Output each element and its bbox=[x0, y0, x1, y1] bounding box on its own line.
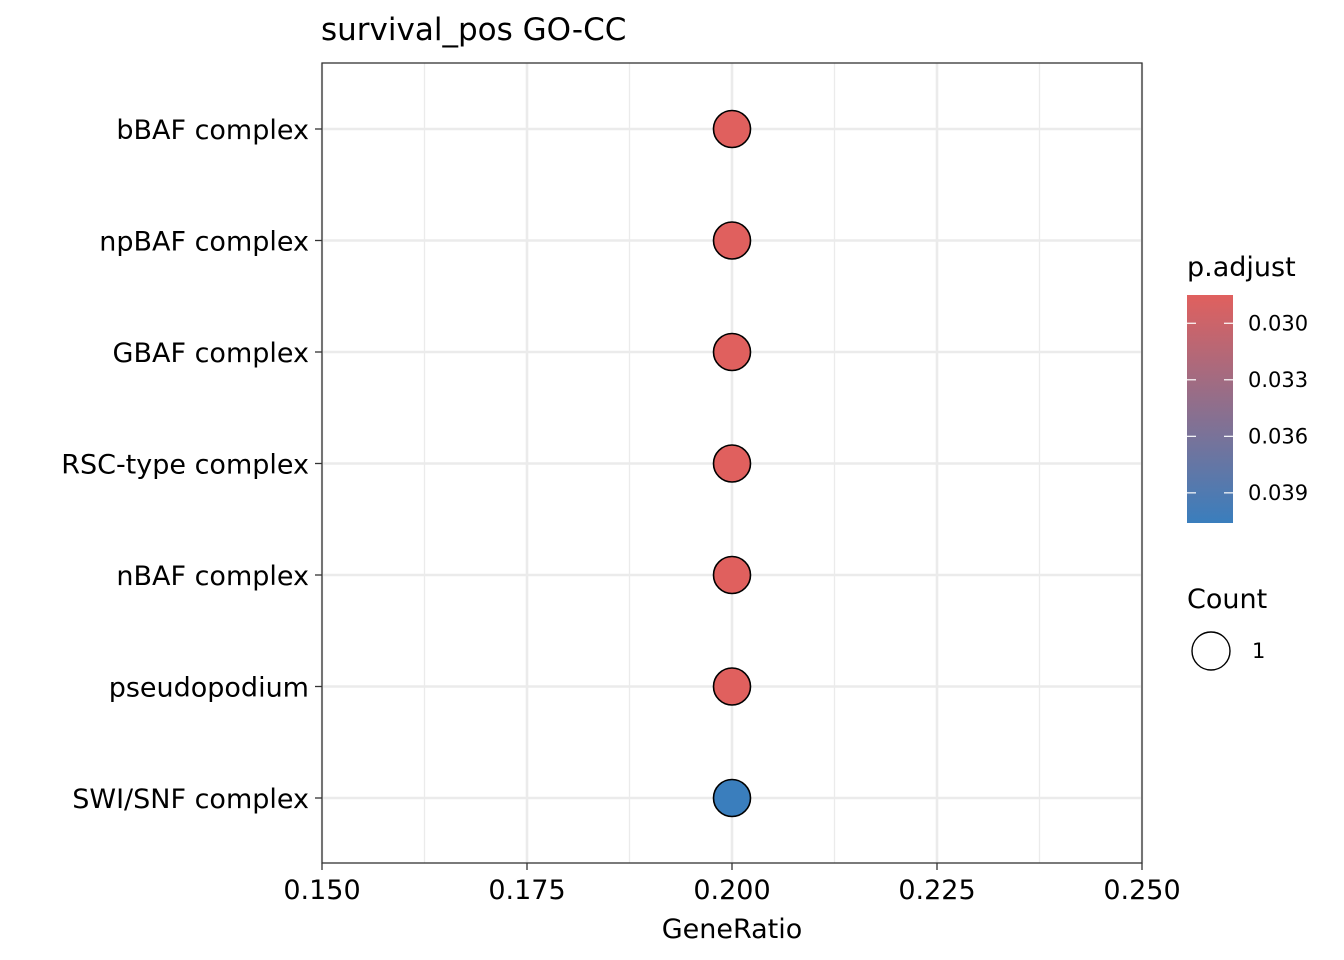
plot-panel bbox=[320, 62, 1144, 864]
data-point bbox=[712, 444, 752, 483]
data-point bbox=[712, 221, 752, 260]
data-point bbox=[712, 109, 752, 149]
x-tick-label: 0.250 bbox=[1103, 875, 1180, 906]
x-tick-label: 0.200 bbox=[693, 875, 770, 906]
x-axis: 0.150 0.175 0.200 0.225 0.250 bbox=[283, 863, 1181, 906]
x-tick-label: 0.175 bbox=[488, 875, 565, 906]
data-point bbox=[712, 667, 752, 706]
x-axis-label: GeneRatio bbox=[662, 914, 803, 945]
y-tick-label: nBAF complex bbox=[116, 561, 309, 592]
data-point bbox=[712, 778, 752, 818]
color-legend-ticks: 0.030 0.033 0.036 0.039 bbox=[1187, 311, 1308, 505]
size-legend: Count 1 bbox=[1187, 584, 1267, 671]
y-tick-label: pseudopodium bbox=[109, 673, 309, 704]
y-tick-label: SWI/SNF complex bbox=[72, 784, 309, 815]
data-point bbox=[712, 555, 752, 595]
color-legend-label: 0.036 bbox=[1248, 424, 1308, 448]
y-tick-label: GBAF complex bbox=[113, 338, 309, 369]
color-legend: p.adjust 0.030 0.033 0.036 0.039 bbox=[1187, 252, 1308, 523]
color-legend-label: 0.030 bbox=[1248, 311, 1308, 335]
size-legend-title: Count bbox=[1187, 584, 1267, 615]
size-legend-key bbox=[1191, 631, 1231, 671]
color-legend-label: 0.033 bbox=[1248, 368, 1308, 392]
color-legend-title: p.adjust bbox=[1187, 252, 1296, 283]
y-tick-label: RSC-type complex bbox=[61, 450, 309, 481]
data-point bbox=[712, 332, 752, 372]
color-legend-label: 0.039 bbox=[1248, 481, 1308, 505]
y-tick-label: npBAF complex bbox=[99, 227, 309, 258]
size-legend-items: 1 bbox=[1191, 631, 1265, 671]
chart-title: survival_pos GO-CC bbox=[321, 12, 626, 48]
size-legend-label: 1 bbox=[1252, 639, 1265, 663]
y-tick-label: bBAF complex bbox=[116, 115, 309, 146]
x-tick-label: 0.150 bbox=[283, 875, 360, 906]
x-tick-label: 0.225 bbox=[898, 875, 975, 906]
y-axis: bBAF complex npBAF complex GBAF complex RSC… bbox=[61, 115, 322, 815]
color-legend-bar bbox=[1187, 295, 1233, 523]
data-points bbox=[712, 109, 752, 818]
